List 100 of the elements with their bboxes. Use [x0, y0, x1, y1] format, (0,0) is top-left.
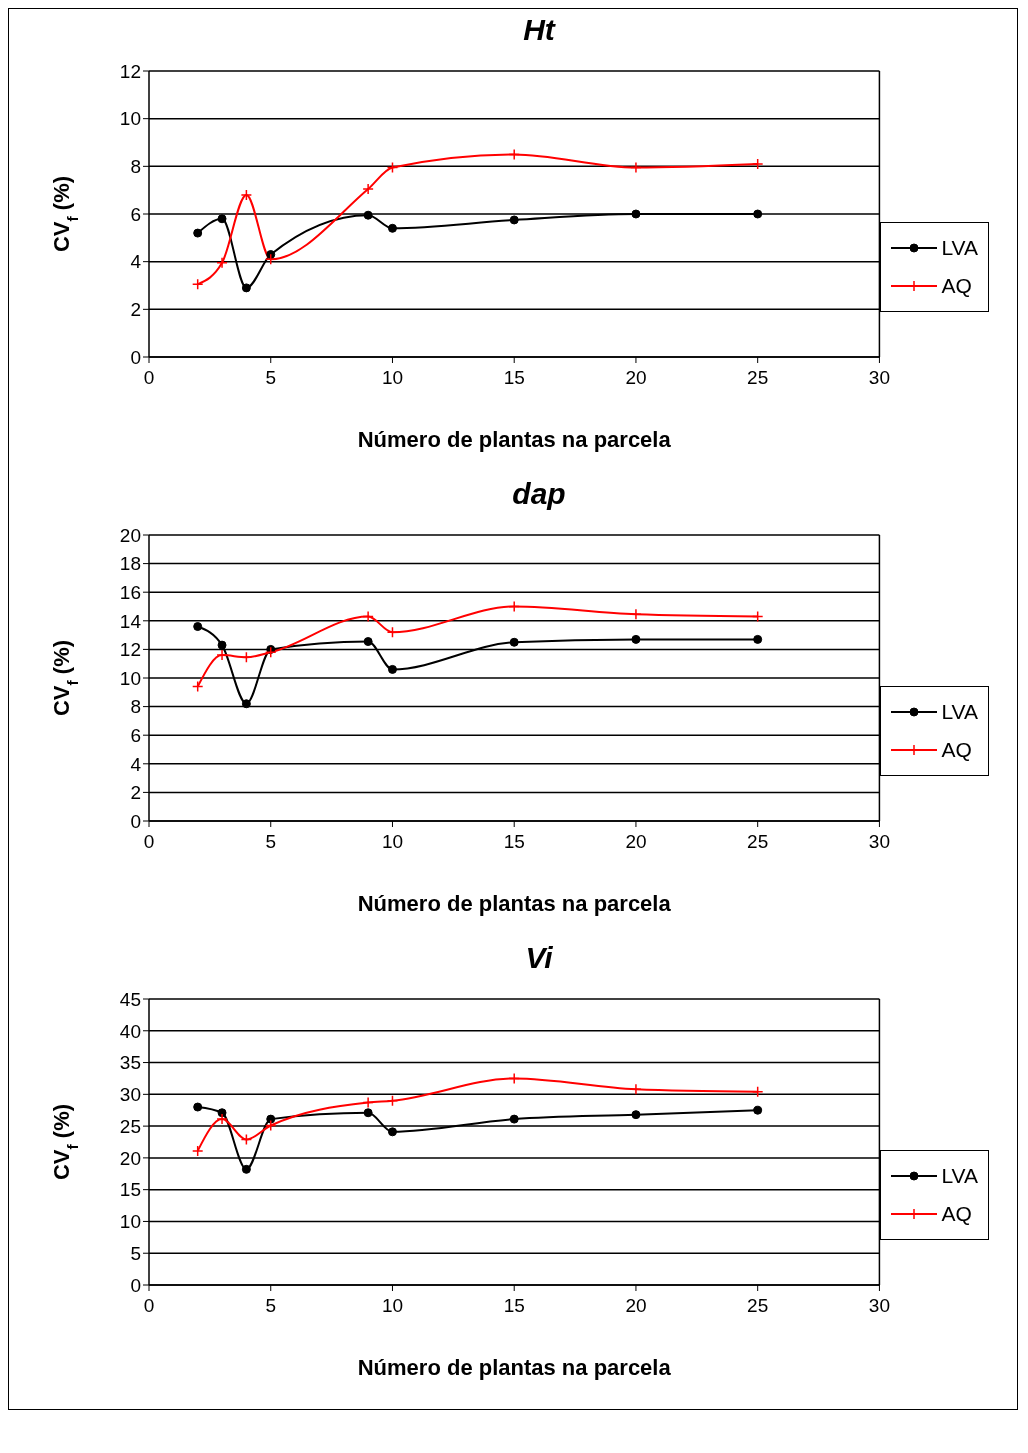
point [386, 161, 399, 174]
y-tick-label: 10 [119, 1211, 141, 1233]
x-tick-label: 30 [868, 1295, 890, 1317]
y-tick-label: 0 [130, 346, 141, 368]
point [193, 228, 203, 238]
x-axis-title: Número de plantas na parcela [357, 1355, 672, 1380]
point [387, 664, 397, 674]
y-tick-label: 15 [119, 1179, 141, 1201]
point [509, 1114, 519, 1124]
y-tick-label: 4 [130, 251, 142, 273]
y-tick-label: 25 [119, 1115, 141, 1137]
y-tick-label: 0 [130, 810, 141, 832]
point [241, 1164, 251, 1174]
y-tick-label: 5 [130, 1242, 141, 1264]
y-tick-label: 12 [119, 639, 141, 661]
x-tick-label: 20 [625, 831, 647, 853]
legend-label: LVA [941, 700, 978, 724]
point [508, 148, 520, 161]
point [193, 622, 203, 632]
y-tick-label: 35 [119, 1052, 141, 1074]
point [630, 161, 642, 174]
x-tick-label: 15 [503, 367, 525, 389]
x-tick-label: 5 [265, 831, 277, 853]
point [387, 1127, 397, 1137]
x-tick-label: 5 [265, 1295, 277, 1317]
x-tick-label: 20 [625, 367, 647, 389]
legend-label: AQ [941, 738, 972, 762]
x-axis-title: Número de plantas na parcela [357, 427, 672, 452]
point [753, 209, 763, 219]
y-tick-label: 6 [130, 203, 141, 225]
chart-title: Vi [524, 941, 554, 976]
point [191, 278, 204, 291]
x-tick-label: 25 [747, 831, 769, 853]
point [508, 1072, 520, 1085]
point [751, 1086, 764, 1098]
point [386, 1094, 399, 1107]
point [751, 610, 764, 623]
x-tick-label: 10 [381, 367, 404, 389]
y-tick-label: 8 [130, 156, 141, 178]
point [241, 283, 251, 293]
point [753, 1105, 763, 1115]
point [193, 1102, 203, 1112]
x-tick-label: 10 [381, 831, 404, 853]
y-tick-label: 20 [119, 524, 141, 546]
y-tick-label: 10 [119, 667, 141, 689]
legend-label: AQ [941, 274, 972, 298]
y-tick-label: 8 [130, 696, 141, 718]
x-tick-label: 25 [747, 367, 769, 389]
y-tick-label: 14 [119, 610, 142, 632]
y-tick-label: 12 [119, 60, 141, 82]
y-tick-label: 4 [130, 753, 142, 775]
point [631, 634, 641, 644]
y-tick-label: 10 [119, 108, 141, 130]
point [631, 1110, 641, 1120]
point [264, 1119, 277, 1132]
x-tick-label: 30 [868, 831, 890, 853]
y-tick-label: 16 [119, 581, 141, 603]
point [509, 637, 519, 647]
point [753, 634, 763, 644]
point [509, 215, 519, 225]
point [363, 637, 373, 647]
y-tick-label: 2 [130, 299, 141, 321]
point [216, 1113, 228, 1125]
x-tick-label: 5 [265, 367, 277, 389]
x-tick-label: 20 [625, 1295, 647, 1317]
point [362, 1096, 374, 1109]
legend-label: AQ [941, 1202, 972, 1226]
chart-title: dap [511, 477, 567, 512]
legend-label: LVA [941, 236, 978, 260]
point [387, 223, 397, 233]
point [362, 610, 374, 623]
y-tick-label: 45 [119, 988, 141, 1010]
point [751, 158, 764, 170]
x-tick-label: 15 [503, 831, 525, 853]
point [217, 214, 227, 224]
point [191, 1145, 204, 1157]
x-tick-label: 10 [381, 1295, 404, 1317]
x-tick-label: 25 [747, 1295, 769, 1317]
point [508, 600, 520, 613]
point [363, 1108, 373, 1118]
point [631, 209, 641, 219]
x-axis-title: Número de plantas na parcela [357, 891, 672, 916]
y-tick-label: 2 [130, 782, 141, 804]
point [264, 646, 277, 659]
x-tick-label: 30 [868, 367, 890, 389]
y-tick-label: 30 [119, 1084, 141, 1106]
x-tick-label: 15 [503, 1295, 525, 1317]
point [217, 640, 227, 650]
y-tick-label: 18 [119, 553, 141, 575]
y-tick-label: 20 [119, 1147, 141, 1169]
point [362, 183, 374, 195]
point [363, 210, 373, 220]
point [241, 699, 251, 709]
legend-label: LVA [941, 1164, 978, 1188]
chart-title: Ht [522, 13, 557, 48]
point [216, 257, 228, 269]
point [266, 1114, 276, 1124]
point [191, 680, 204, 693]
y-tick-label: 6 [130, 724, 141, 746]
y-tick-label: 0 [130, 1274, 141, 1296]
